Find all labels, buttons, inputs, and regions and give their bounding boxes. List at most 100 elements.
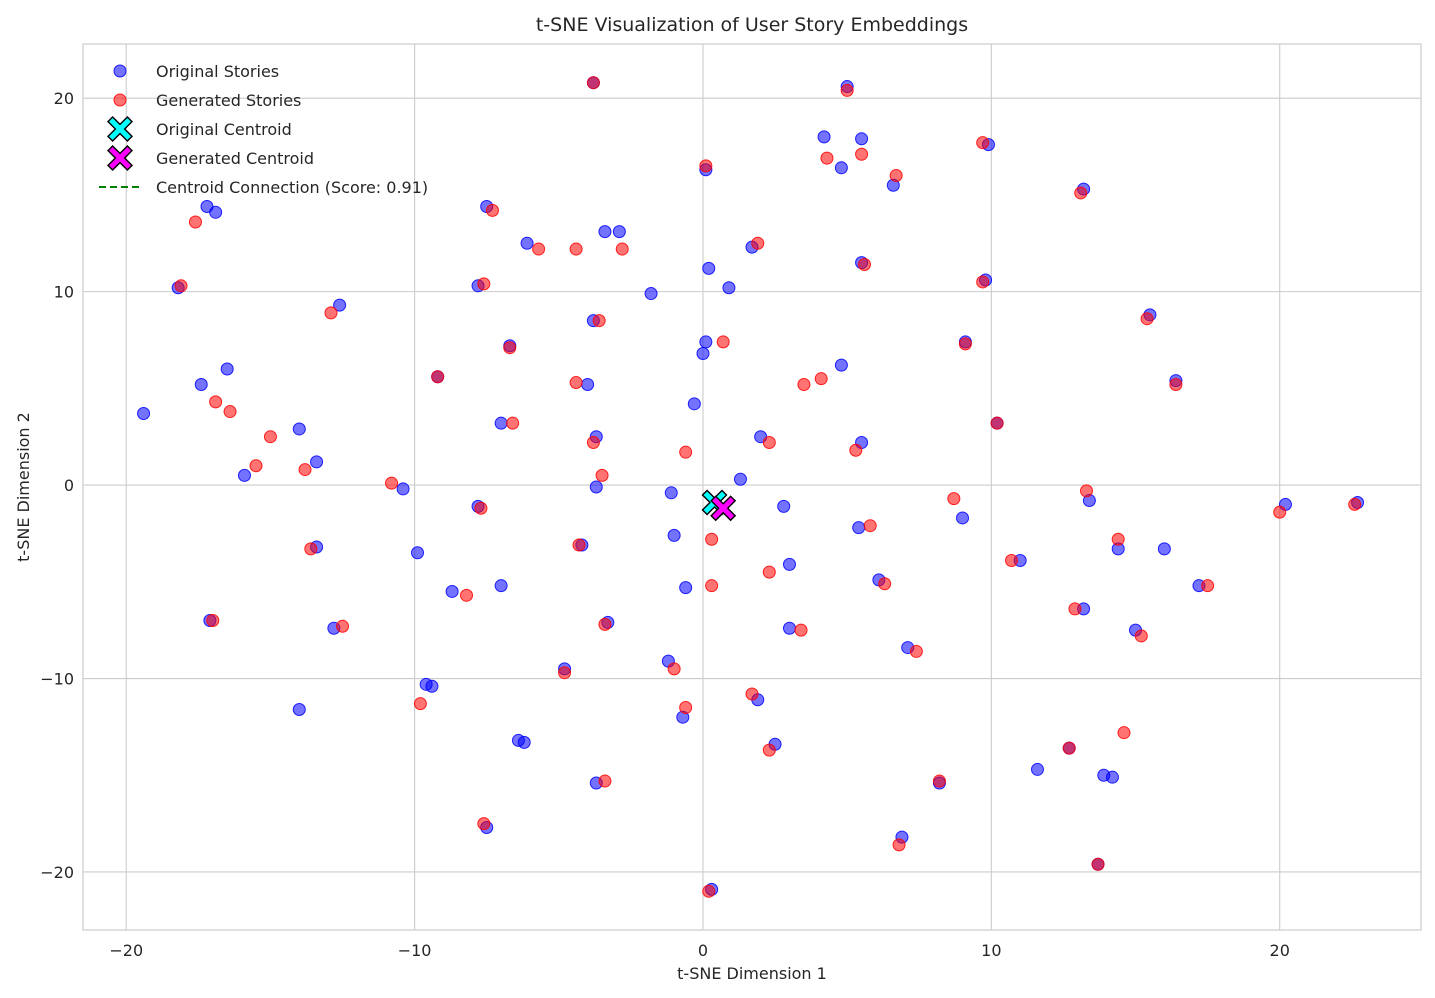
generated-story-point [1201, 579, 1215, 593]
original-story-point [411, 546, 424, 560]
y-axis-label: t-SNE Dimension 2 [14, 412, 33, 562]
original-story-point [834, 358, 848, 372]
generated-story-point [1117, 726, 1131, 740]
generated-story-point [814, 372, 828, 386]
generated-story-point [976, 275, 990, 289]
original-story-point [220, 362, 234, 376]
generated-story-point [477, 277, 491, 291]
generated-story-point [1111, 532, 1125, 546]
original-story-point [1030, 762, 1044, 776]
generated-story-point [558, 666, 572, 680]
original-story-point [667, 528, 681, 542]
legend-marker [107, 116, 133, 142]
generated-story-point [762, 436, 776, 450]
generated-story-point [569, 242, 583, 256]
x-tick-label: 0 [698, 941, 708, 960]
generated-story-point [174, 279, 188, 293]
original-story-point [517, 735, 531, 749]
original-story-point [581, 377, 595, 391]
generated-story-point [889, 169, 903, 183]
legend-label: Original Stories [156, 62, 279, 81]
generated-story-point [990, 416, 1004, 430]
x-tick-label: 10 [981, 941, 1001, 960]
generated-story-point [976, 136, 990, 150]
legend-item: Centroid Connection (Score: 0.91) [99, 178, 428, 197]
original-story-point [292, 422, 306, 436]
generated-story-point [615, 242, 629, 256]
original-stories-series [137, 76, 1365, 896]
original-story-point [237, 468, 251, 482]
original-story-point [733, 472, 747, 486]
generated-story-point [503, 341, 517, 355]
y-tick-label: 20 [54, 89, 74, 108]
original-story-point [333, 298, 347, 312]
generated-story-point [702, 884, 716, 898]
x-axis-label: t-SNE Dimension 1 [677, 964, 827, 983]
generated-centroid-marker [710, 495, 737, 522]
original-story-point [834, 161, 848, 175]
generated-story-point [336, 619, 350, 633]
original-story-point [1105, 770, 1119, 784]
generated-story-point [595, 468, 609, 482]
generated-story-point [474, 501, 488, 515]
legend-marker [113, 93, 127, 107]
x-tick-label: −20 [109, 941, 143, 960]
y-tick-label: −20 [40, 863, 74, 882]
original-story-point [598, 225, 612, 239]
generated-story-point [586, 76, 600, 90]
original-story-point [722, 281, 736, 295]
legend-item: Original Stories [113, 62, 279, 81]
original-story-point [679, 581, 693, 595]
generated-story-point [506, 416, 520, 430]
legend-label: Generated Centroid [156, 149, 314, 168]
generated-story-point [1273, 505, 1287, 519]
generated-story-point [1134, 629, 1148, 643]
original-story-point [782, 557, 796, 571]
generated-story-point [679, 701, 693, 715]
legend-label: Centroid Connection (Score: 0.91) [156, 178, 428, 197]
generated-story-point [1080, 484, 1093, 498]
original-story-point [209, 205, 223, 219]
generated-story-point [324, 306, 338, 320]
generated-story-point [820, 151, 834, 165]
legend-item: Generated Stories [113, 91, 301, 110]
grid [83, 44, 1421, 930]
generated-story-point [699, 159, 713, 173]
original-story-point [852, 521, 866, 535]
original-story-point [702, 261, 716, 275]
generated-story-point [385, 476, 399, 490]
generated-story-point [1005, 554, 1019, 568]
y-tick-label: 0 [64, 476, 74, 495]
original-story-point [520, 236, 534, 250]
centroid-markers [701, 489, 737, 522]
original-story-point [696, 347, 710, 361]
generated-story-point [460, 588, 474, 602]
legend-item: Generated Centroid [107, 145, 314, 171]
chart-title: t-SNE Visualization of User Story Embedd… [536, 14, 968, 36]
generated-story-point [1068, 602, 1082, 616]
generated-story-point [485, 203, 499, 217]
generated-story-point [1062, 741, 1076, 755]
generated-story-point [209, 395, 223, 409]
generated-story-point [586, 436, 600, 450]
original-story-point [687, 397, 701, 411]
generated-story-point [569, 376, 583, 390]
generated-story-point [598, 617, 612, 631]
generated-story-point [840, 83, 854, 97]
original-story-point [664, 486, 678, 500]
generated-story-point [304, 542, 318, 556]
original-story-point [494, 416, 508, 430]
generated-story-point [1074, 186, 1088, 200]
original-story-point [956, 511, 970, 525]
original-story-point [137, 406, 151, 420]
data-points [137, 76, 1365, 898]
generated-story-point [263, 430, 277, 444]
generated-story-point [223, 405, 237, 419]
original-story-point [310, 455, 324, 469]
original-story-point [494, 579, 508, 593]
generated-story-point [797, 377, 811, 391]
generated-story-point [762, 565, 776, 579]
generated-story-point [849, 443, 863, 457]
generated-story-point [206, 613, 220, 627]
